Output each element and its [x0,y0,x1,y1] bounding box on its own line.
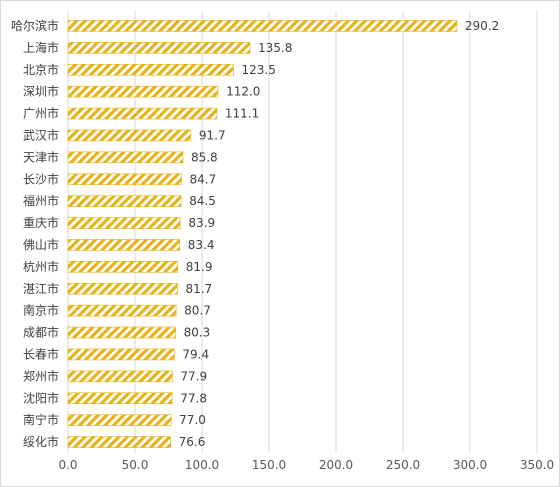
x-tick-label: 50.0 [122,458,149,472]
category-label: 上海市 [23,40,59,55]
bar [67,392,173,405]
data-label: 80.3 [184,326,211,340]
bar [67,151,184,164]
data-label: 81.7 [185,282,212,296]
bar [67,239,181,251]
bar [67,63,234,76]
category-label: 杭州市 [23,259,59,274]
category-label: 沈阳市 [23,390,59,405]
category-label: 重庆市 [23,215,59,230]
data-label: 111.1 [225,107,259,121]
x-tick-label: 250.0 [386,458,420,472]
data-label: 112.0 [226,85,260,99]
data-label: 85.8 [191,150,218,164]
data-label: 84.5 [189,194,216,208]
data-label: 83.9 [188,216,215,230]
x-tick-label: 150.0 [252,458,286,472]
x-tick-label: 0.0 [58,458,77,472]
data-label: 290.2 [465,19,499,33]
data-label: 135.8 [258,41,292,55]
data-label: 76.6 [179,435,206,449]
bar [67,129,192,142]
data-label: 77.8 [180,391,207,405]
data-label: 81.9 [186,260,213,274]
x-tick-label: 350.0 [520,458,554,472]
bar [67,436,171,448]
category-label: 长沙市 [23,171,59,186]
bar [67,173,182,186]
bar [67,282,178,295]
data-label: 84.7 [189,172,216,186]
category-label: 绥化市 [23,434,59,449]
data-label: 77.9 [180,369,207,383]
x-tick-label: 100.0 [185,458,219,472]
category-label: 湛江市 [23,281,59,296]
category-label: 长春市 [23,346,59,361]
data-label: 80.7 [184,304,211,318]
bar [67,304,177,317]
x-tick-label: 200.0 [319,458,353,472]
bars [67,20,458,448]
bar [67,348,175,361]
category-label: 南宁市 [23,412,59,427]
category-label: 广州市 [23,106,59,121]
category-label: 北京市 [23,62,59,77]
bar [67,85,219,98]
category-label: 福州市 [23,193,59,208]
data-label: 123.5 [241,63,275,77]
category-label: 哈尔滨市 [11,18,59,33]
data-label: 79.4 [182,347,209,361]
gridlines [67,11,538,453]
bar [67,107,218,120]
bar [67,414,172,426]
x-tick-label: 300.0 [453,458,487,472]
category-label: 武汉市 [23,127,59,142]
category-label: 深圳市 [23,84,59,99]
category-label: 佛山市 [23,237,59,252]
data-label: 91.7 [199,128,226,142]
bar [67,326,176,339]
category-label: 南京市 [23,303,59,318]
bar [67,261,179,273]
data-label: 77.0 [179,413,206,427]
bar [67,370,173,383]
data-label: 83.4 [188,238,215,252]
bar [67,42,251,54]
labels: 0.0 50.0 100.0 150.0 200.0 250.0 300.0 350.0 哈尔滨… [11,18,554,472]
bar [67,20,458,32]
bar [67,217,181,229]
category-label: 郑州市 [23,368,59,383]
category-label: 成都市 [23,325,59,340]
category-label: 天津市 [23,149,59,164]
bar [67,195,182,207]
